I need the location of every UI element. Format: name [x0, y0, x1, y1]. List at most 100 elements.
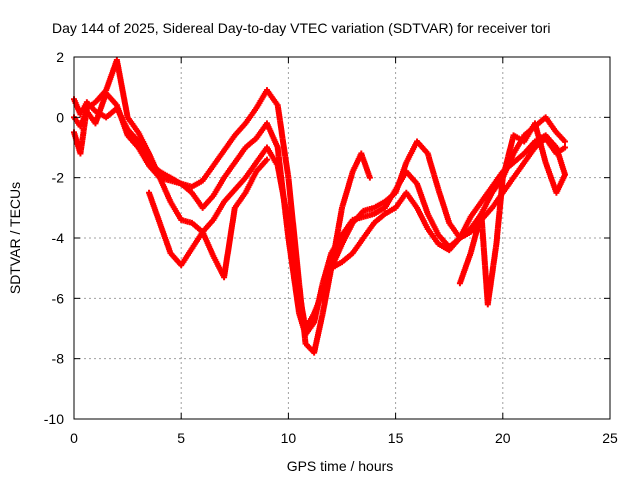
y-tick-label: 2 [56, 49, 64, 65]
marker-trail [179, 230, 205, 267]
marker-trail [532, 122, 549, 164]
data-point [561, 144, 568, 151]
marker-trail [233, 146, 248, 164]
marker-trail [404, 170, 419, 186]
y-tick-label: -10 [44, 411, 64, 427]
marker-trail [511, 161, 526, 179]
x-tick-label: 5 [177, 430, 185, 446]
x-axis-label: GPS time / hours [287, 458, 394, 474]
y-tick-label: 0 [56, 109, 64, 125]
marker-trail [114, 59, 131, 119]
marker-trail [447, 236, 462, 252]
marker-trail [222, 161, 237, 179]
marker-trail [221, 206, 238, 279]
marker-trail [93, 92, 109, 125]
x-tick-label: 10 [281, 430, 297, 446]
marker-trail [93, 88, 108, 104]
marker-trail [436, 188, 452, 224]
data-point [366, 174, 373, 181]
marker-trail [136, 146, 151, 167]
marker-trail [543, 116, 559, 134]
grid [74, 57, 610, 419]
marker-trail [340, 251, 355, 264]
marker-trail [265, 146, 280, 167]
marker-trail [243, 170, 259, 194]
marker-trail [243, 161, 258, 179]
marker-trail [383, 188, 398, 209]
marker-trail [415, 206, 430, 230]
y-tick-label: -6 [52, 290, 65, 306]
marker-trail [179, 182, 194, 195]
marker-trail [479, 185, 494, 204]
marker-trail [275, 164, 291, 224]
x-tick-label: 20 [495, 430, 511, 446]
marker-trail [303, 321, 316, 336]
y-tick-label: -2 [52, 170, 65, 186]
marker-trail [201, 194, 215, 210]
marker-trail [254, 158, 269, 174]
data-point [561, 171, 568, 178]
marker-trail [201, 218, 215, 234]
marker-trail [414, 182, 431, 215]
marker-trail [554, 146, 568, 176]
marker-trail [168, 200, 184, 222]
x-tick-label: 15 [388, 430, 404, 446]
marker-trail [233, 176, 248, 192]
y-tick-label: -8 [52, 351, 65, 367]
marker-trail [125, 116, 141, 134]
marker-trail [311, 312, 326, 354]
marker-trail [146, 152, 162, 179]
marker-trail [500, 134, 516, 179]
plot-area [71, 57, 568, 356]
marker-trail [544, 133, 559, 149]
marker-trail [359, 152, 373, 179]
marker-trail [425, 152, 441, 191]
marker-trail [328, 206, 345, 270]
y-tick-label: -4 [52, 230, 65, 246]
x-axis-tick-labels: 0 5 10 15 20 25 [70, 430, 618, 446]
series-track-4 [146, 156, 270, 281]
marker-trail [114, 104, 130, 137]
marker-trail [244, 136, 258, 150]
y-axis-label: SDTVAR / TECUs [7, 182, 23, 294]
marker-trail [136, 131, 152, 155]
marker-trail [264, 122, 280, 149]
marker-trail [426, 227, 441, 246]
marker-trail [222, 134, 237, 152]
series-track-6 [456, 120, 568, 308]
marker-trail [104, 91, 119, 107]
marker-trail [468, 200, 484, 219]
marker-trail [339, 170, 356, 209]
marker-trail [157, 176, 173, 203]
marker-trail [415, 140, 430, 155]
marker-trail [303, 312, 317, 330]
marker-trail [554, 130, 567, 143]
marker-trail [493, 176, 506, 245]
marker-trail [457, 252, 473, 285]
marker-trail [285, 221, 302, 294]
marker-trail [265, 88, 280, 107]
data-point [263, 156, 270, 163]
marker-trail [425, 212, 441, 237]
marker-trail [233, 121, 248, 137]
marker-trail [372, 212, 387, 225]
marker-trail [350, 236, 366, 255]
marker-trail [211, 176, 226, 197]
marker-trail [361, 221, 376, 240]
marker-trail [512, 151, 526, 165]
marker-trail [85, 100, 97, 111]
y-axis-tick-labels: -10 -8 -6 -4 -2 0 2 [44, 49, 64, 427]
marker-trail [522, 146, 537, 164]
marker-trail [211, 149, 226, 167]
marker-trail [200, 230, 216, 258]
series-track-1 [71, 87, 568, 356]
marker-trail [200, 164, 216, 182]
marker-trail [233, 191, 248, 210]
marker-trail [485, 243, 500, 306]
series-track-5 [328, 150, 373, 272]
marker-trail [77, 107, 90, 155]
marker-trail [243, 107, 258, 125]
marker-trail [320, 267, 334, 294]
marker-trail [340, 218, 355, 237]
